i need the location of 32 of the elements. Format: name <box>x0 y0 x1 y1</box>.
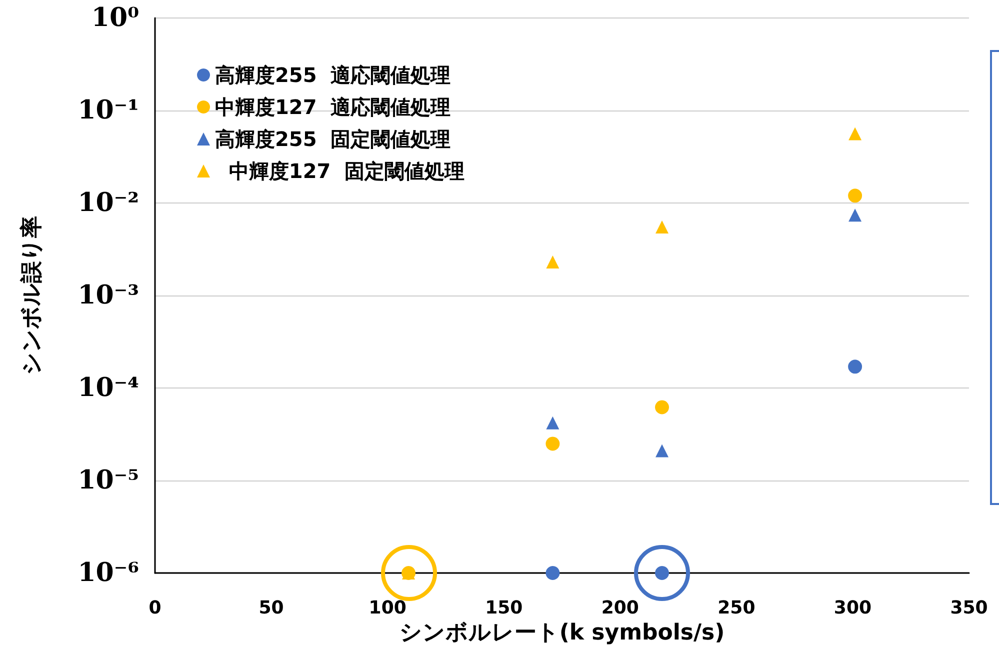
x-tick-label: 300 <box>834 598 872 618</box>
x-tick-label: 200 <box>601 598 639 618</box>
point <box>655 400 670 414</box>
y-tick-label: 10⁻⁶ <box>78 558 139 588</box>
legend-label: 高輝度255 固定閾値処理 <box>215 127 451 151</box>
point <box>848 127 862 140</box>
y-axis-title: シンボル誤り率 <box>18 216 44 375</box>
legend-label: 中輝度127 固定閾値処理 <box>215 159 465 183</box>
x-tick-label: 250 <box>718 598 756 618</box>
x-tick-label: 350 <box>950 598 988 618</box>
legend-label: 高輝度255 適応閾値処理 <box>215 63 451 87</box>
x-tick-label: 150 <box>485 598 523 618</box>
y-tick-label: 10⁻⁴ <box>78 373 139 403</box>
y-tick-label: 10⁰ <box>91 3 139 33</box>
point <box>546 566 560 580</box>
y-tick-label: 10⁻³ <box>78 280 139 310</box>
point <box>656 220 669 234</box>
point <box>546 436 560 451</box>
point <box>546 256 560 269</box>
x-tick-label: 50 <box>258 598 284 618</box>
y-tick-label: 10⁻⁵ <box>78 466 139 496</box>
x-tick-label: 100 <box>368 598 406 618</box>
x-axis-title: シンボルレート(k symbols/s) <box>399 620 725 646</box>
point <box>848 188 862 203</box>
point <box>546 416 560 430</box>
x-tick-label: 0 <box>148 598 162 618</box>
point <box>848 360 862 374</box>
y-tick-label: 10⁻¹ <box>78 96 139 126</box>
point <box>848 208 862 222</box>
legend-label: 中輝度127 適応閾値処理 <box>215 95 451 119</box>
y-tick-label: 10⁻² <box>78 188 139 218</box>
point <box>656 444 669 458</box>
